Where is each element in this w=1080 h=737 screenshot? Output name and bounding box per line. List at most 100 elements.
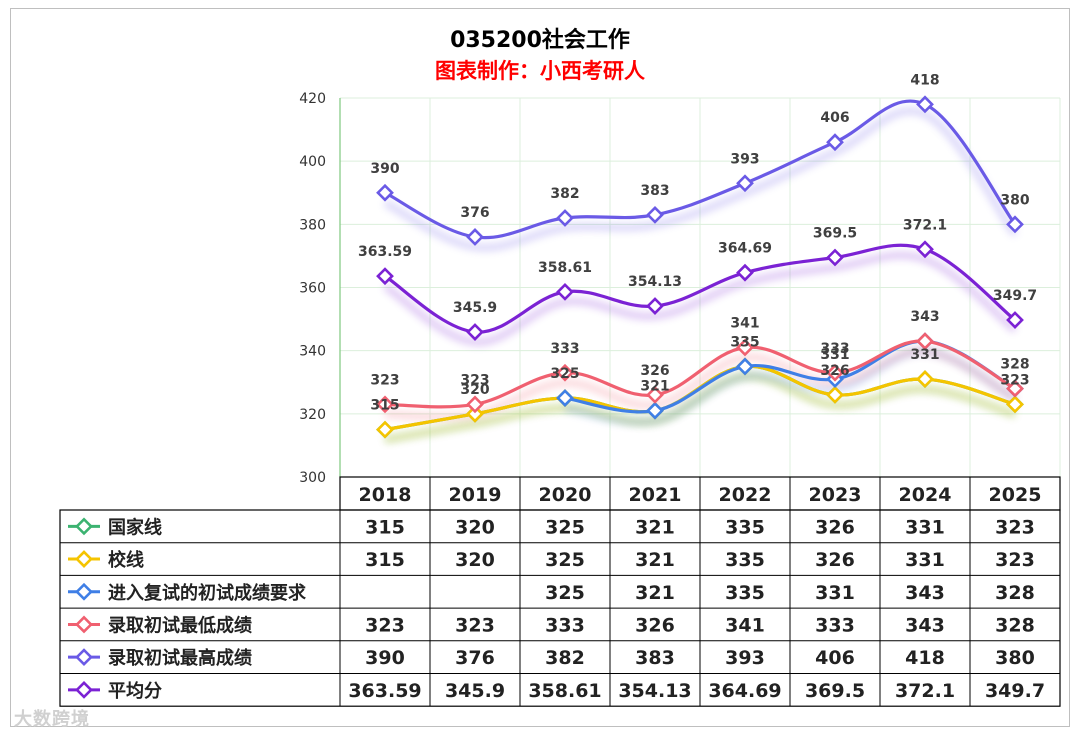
data-label: 323 [1000,372,1029,388]
x-tick-label: 2021 [629,484,682,506]
table-cell: 323 [455,614,495,636]
legend-marker [75,550,93,568]
series-marker [916,370,934,389]
data-label: 376 [460,205,489,221]
table-cell: 382 [545,647,585,669]
table-cell: 325 [545,516,585,538]
series-marker [646,297,664,315]
data-label: 393 [730,151,759,167]
series-marker [736,357,754,376]
legend-label: 录取初试最低成绩 [108,614,252,636]
table-cell: 364.69 [708,680,781,702]
table-cell: 363.59 [348,680,421,702]
series-marker [556,282,574,301]
series-marker [916,240,934,259]
legend-label: 国家线 [108,516,162,538]
legend-marker [75,648,93,667]
chart-frame [10,8,1070,727]
series-marker [826,248,844,267]
series-marker [826,385,844,404]
data-label: 320 [460,382,489,398]
legend-label: 平均分 [108,680,162,702]
data-label: 321 [640,379,669,395]
data-label: 341 [730,316,759,332]
table-cell: 326 [815,549,855,571]
y-tick-label: 300 [299,470,326,486]
data-label: 345.9 [453,300,497,316]
chart-subtitle: 图表制作：小西考研人 [435,59,645,83]
data-label: 390 [370,161,399,177]
data-label: 364.69 [718,241,772,257]
series-marker [736,338,754,357]
series-marker [556,363,574,382]
data-label: 383 [640,183,669,199]
series-marker [556,389,574,407]
table-cell: 328 [995,614,1035,636]
table-cell: 326 [635,614,675,636]
data-label: 333 [820,341,849,357]
table-cell: 331 [905,549,945,571]
table-cell: 341 [725,614,765,636]
series-marker [826,363,844,382]
series-marker [376,395,394,414]
table-cell: 331 [815,582,855,604]
x-tick-label: 2024 [899,484,952,506]
data-label: 328 [1000,357,1029,373]
legend-marker [75,680,93,699]
table-cell: 328 [995,582,1035,604]
data-label: 382 [550,186,579,202]
table-cell: 335 [725,516,765,538]
series-marker [736,263,754,282]
table-cell: 406 [815,647,855,669]
table-cell: 315 [365,516,405,538]
table-cell: 369.5 [805,680,865,702]
x-tick-label: 2020 [539,484,592,506]
legend-label: 进入复试的初试成绩要求 [108,582,307,604]
series-marker [1006,215,1024,234]
table-cell: 315 [365,549,405,571]
table-cell: 383 [635,647,675,669]
data-label: 354.13 [628,274,682,290]
data-label: 326 [820,363,849,379]
table-cell: 380 [995,647,1035,669]
x-tick-label: 2023 [809,484,862,506]
series-marker [376,267,394,286]
x-tick-label: 2018 [359,484,412,506]
data-label: 326 [640,363,669,379]
data-label: 369.5 [813,225,857,241]
table-cell: 321 [635,516,675,538]
legend-marker [75,517,93,536]
legend-marker [75,615,93,634]
table-cell: 323 [995,549,1035,571]
table-cell: 358.61 [528,680,601,702]
table-cell: 343 [905,582,945,604]
table-cell: 393 [725,647,765,669]
x-tick-label: 2025 [989,484,1042,506]
y-tick-label: 360 [299,281,326,297]
table-cell: 335 [725,582,765,604]
data-label: 333 [550,341,579,357]
table-cell: 349.7 [985,680,1045,702]
data-label: 325 [550,366,579,382]
series-shadow-5 [383,251,1018,346]
legend-label: 录取初试最高成绩 [108,647,252,669]
y-tick-label: 320 [299,407,326,423]
y-tick-label: 340 [299,344,326,360]
series-marker [646,205,664,224]
table-cell: 325 [545,582,585,604]
table-cell: 343 [905,614,945,636]
series-marker [916,95,934,114]
table-cell: 321 [635,549,675,571]
series-marker [466,395,484,414]
data-label: 406 [820,110,849,126]
series-marker [466,404,484,423]
series-marker [826,133,844,152]
series-shadow-4 [383,107,1018,252]
table-cell: 333 [545,614,585,636]
table-cell: 335 [725,549,765,571]
series-marker [646,401,664,420]
legend-label: 校线 [108,549,144,571]
chart-title: 035200社会工作 [450,28,630,53]
data-label: 331 [820,347,849,363]
